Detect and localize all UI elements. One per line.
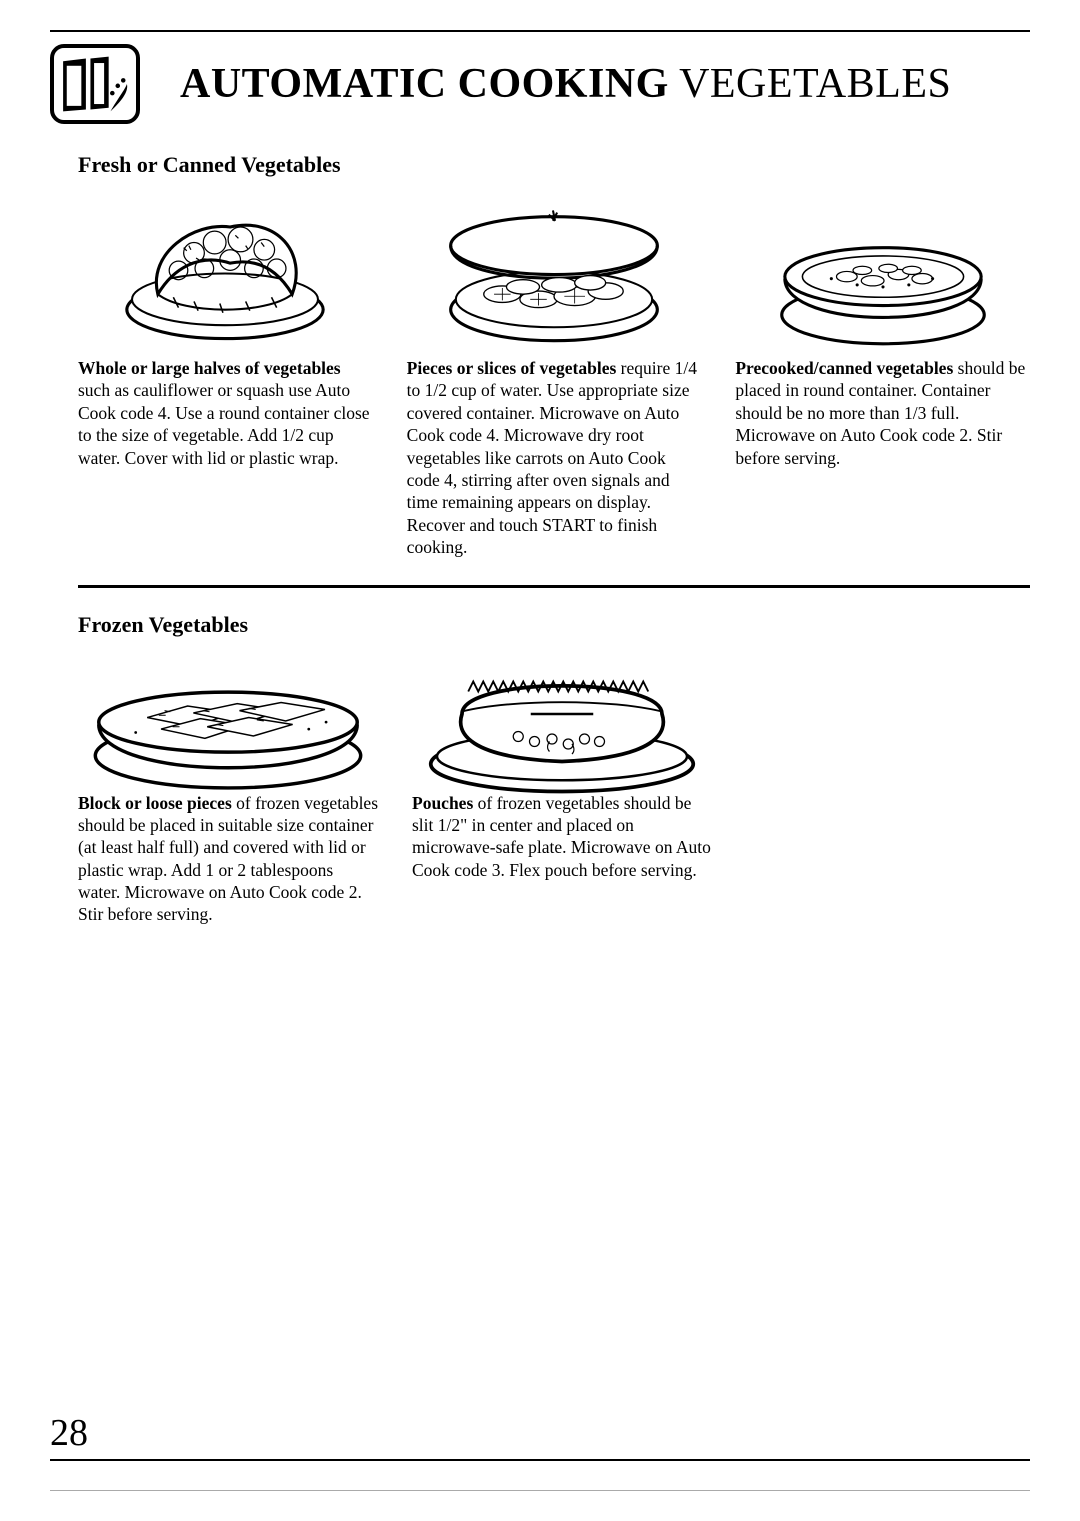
section2-col-2: Pouches of frozen vegetables should be s…: [412, 656, 712, 926]
section2-heading: Frozen Vegetables: [78, 612, 1030, 638]
illustration-whole-vegetable-icon: [78, 196, 373, 351]
section1-para-2-rest: require 1/4 to 1/2 cup of water. Use app…: [407, 358, 697, 557]
illustration-frozen-block-icon: [78, 656, 378, 786]
illustration-frozen-pouch-icon: [412, 656, 712, 786]
bottom-rule: [50, 1459, 1030, 1461]
section-divider: [78, 585, 1030, 588]
section-logo-icon: [50, 44, 140, 124]
section1-para-1-rest: such as cauliflower or squash use Auto C…: [78, 380, 370, 467]
illustration-sliced-vegetable-icon: [407, 196, 702, 351]
section1-col-2: Pieces or slices of vegetables require 1…: [407, 196, 702, 559]
section1-col-1: Whole or large halves of vegetables such…: [78, 196, 373, 559]
page-number: 28: [50, 1411, 1030, 1455]
section1-columns: Whole or large halves of vegetables such…: [78, 196, 1030, 559]
fine-rule: [50, 1490, 1030, 1491]
illustration-canned-vegetable-icon: [735, 196, 1030, 351]
top-rule: [50, 30, 1030, 32]
section1-col-3: Precooked/canned vegetables should be pl…: [735, 196, 1030, 559]
section1-para-3: Precooked/canned vegetables should be pl…: [735, 357, 1030, 469]
section2-columns: Block or loose pieces of frozen vegetabl…: [78, 656, 1030, 926]
section1-para-1: Whole or large halves of vegetables such…: [78, 357, 373, 469]
title-bold: AUTOMATIC COOKING: [180, 61, 669, 107]
page-title: AUTOMATIC COOKING VEGETABLES: [180, 60, 951, 108]
section2-col-1: Block or loose pieces of frozen vegetabl…: [78, 656, 378, 926]
section2-para-2-bold: Pouches: [412, 793, 473, 813]
section1-heading: Fresh or Canned Vegetables: [78, 152, 1030, 178]
section1-para-1-bold: Whole or large halves of vegetables: [78, 358, 341, 378]
section2-para-1-bold: Block or loose pieces: [78, 793, 232, 813]
header-row: AUTOMATIC COOKING VEGETABLES: [50, 44, 1030, 124]
section1-para-2-bold: Pieces or slices of vegetables: [407, 358, 617, 378]
section1-para-3-bold: Precooked/canned vegetables: [735, 358, 953, 378]
section2-para-1: Block or loose pieces of frozen vegetabl…: [78, 792, 378, 926]
section2-para-2: Pouches of frozen vegetables should be s…: [412, 792, 712, 882]
page-footer: 28: [50, 1411, 1030, 1461]
section1-para-2: Pieces or slices of vegetables require 1…: [407, 357, 702, 559]
title-light: VEGETABLES: [669, 61, 952, 107]
